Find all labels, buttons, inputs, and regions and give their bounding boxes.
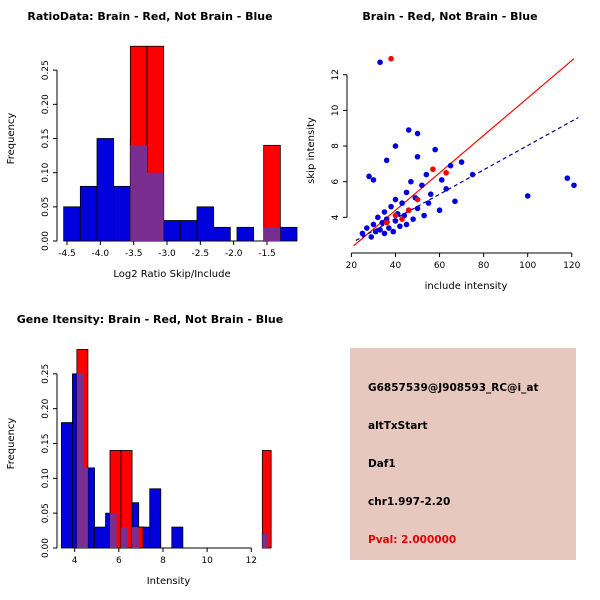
svg-text:0.10: 0.10 <box>41 162 51 182</box>
svg-text:80: 80 <box>478 261 490 271</box>
svg-text:-4.5: -4.5 <box>58 249 76 259</box>
svg-text:60: 60 <box>434 261 446 271</box>
panel-gene-intensity-histogram: Gene Itensity: Brain - Red, Not Brain - … <box>0 303 300 600</box>
svg-text:-1.5: -1.5 <box>258 249 276 259</box>
svg-text:100: 100 <box>519 261 536 271</box>
svg-text:skip intensity: skip intensity <box>306 117 317 184</box>
gene-intensity-histogram-plot: 4 6 8 10 12 0.00 0.05 0.10 0.15 0.20 0.25 Intensity… <box>6 349 272 587</box>
svg-text:0.10: 0.10 <box>41 468 51 488</box>
svg-text:Frequency: Frequency <box>6 418 17 470</box>
svg-text:include intensity: include intensity <box>425 281 508 292</box>
event-type-text: altTxStart <box>368 420 428 432</box>
intensity-scatter-title: Brain - Red, Not Brain - Blue <box>362 10 538 23</box>
ratio-histogram-title: RatioData: Brain - Red, Not Brain - Blue <box>27 10 273 23</box>
svg-text:Log2 Ratio Skip/Include: Log2 Ratio Skip/Include <box>113 269 230 280</box>
svg-text:0.20: 0.20 <box>41 94 51 114</box>
svg-text:-3.5: -3.5 <box>125 249 143 259</box>
svg-text:20: 20 <box>346 261 358 271</box>
svg-text:6: 6 <box>331 179 341 185</box>
panel-ratio-histogram: RatioData: Brain - Red, Not Brain - Blue… <box>0 0 300 300</box>
svg-text:120: 120 <box>563 261 580 271</box>
svg-text:0.00: 0.00 <box>41 538 51 558</box>
svg-text:12: 12 <box>246 556 257 566</box>
svg-text:-2.5: -2.5 <box>192 249 210 259</box>
svg-text:8: 8 <box>331 143 341 149</box>
chromosome-location-text: chr1.997-2.20 <box>368 496 451 508</box>
panel-intensity-scatter: Brain - Red, Not Brain - Blue 20 40 60 80 10… <box>300 0 600 300</box>
svg-text:Frequency: Frequency <box>6 113 17 165</box>
pval-text: Pval: 2.000000 <box>368 534 457 546</box>
svg-text:0.20: 0.20 <box>41 398 51 418</box>
svg-text:0.05: 0.05 <box>41 503 51 523</box>
svg-text:-2.0: -2.0 <box>225 249 243 259</box>
svg-text:8: 8 <box>160 556 166 566</box>
svg-text:-4.0: -4.0 <box>92 249 110 259</box>
svg-text:0.15: 0.15 <box>41 128 51 148</box>
svg-text:10: 10 <box>331 104 341 116</box>
svg-text:Intensity: Intensity <box>147 576 191 587</box>
svg-text:4: 4 <box>331 214 341 220</box>
intensity-scatter-plot: 20 40 60 80 100 120 4 6 8 10 12 include intensity sk… <box>306 55 581 292</box>
gene-info-box: G6857539@J908593_RC@i_at altTxStart Daf1… <box>350 348 576 560</box>
svg-text:10: 10 <box>201 556 213 566</box>
panel-gene-info: G6857539@J908593_RC@i_at altTxStart Daf1… <box>300 303 600 600</box>
svg-text:40: 40 <box>390 261 402 271</box>
svg-text:0.05: 0.05 <box>41 197 51 217</box>
gene-intensity-histogram-title: Gene Itensity: Brain - Red, Not Brain - … <box>16 313 284 326</box>
svg-text:0.25: 0.25 <box>41 60 51 80</box>
svg-text:0.15: 0.15 <box>41 433 51 453</box>
gene-name-text: Daf1 <box>368 458 396 470</box>
svg-text:0.00: 0.00 <box>41 231 51 251</box>
svg-text:12: 12 <box>331 69 341 80</box>
svg-text:4: 4 <box>72 556 78 566</box>
ratio-histogram-plot: -4.5 -4.0 -3.5 -3.0 -2.5 -2.0 -1.5 0.00 0.05 0.10… <box>6 45 298 280</box>
svg-text:-3.0: -3.0 <box>158 249 176 259</box>
svg-text:0.25: 0.25 <box>41 364 51 384</box>
svg-text:6: 6 <box>116 556 122 566</box>
probe-id-text: G6857539@J908593_RC@i_at <box>368 382 539 394</box>
